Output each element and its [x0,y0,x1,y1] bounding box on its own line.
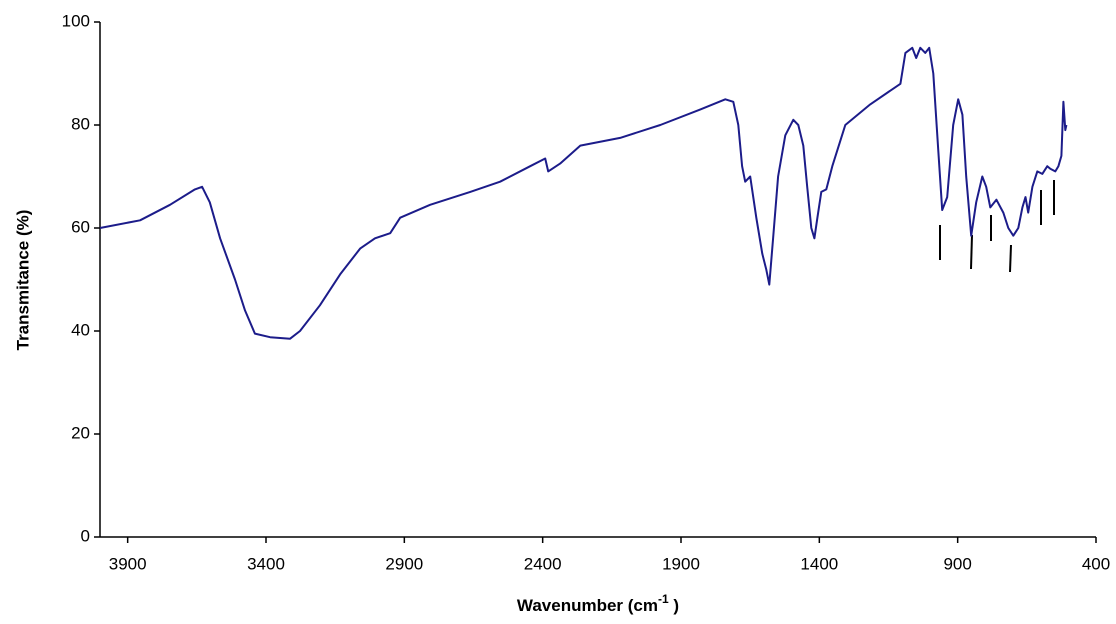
y-tick-label: 40 [71,320,90,339]
x-tick-label: 3900 [109,554,147,573]
y-axis-label: Transmitance (%) [13,210,32,351]
y-tick-label: 60 [71,217,90,236]
x-tick-label: 400 [1082,554,1110,573]
x-axis-label: Wavenumber (cm-1 ) [517,592,679,615]
x-tick-label: 2900 [385,554,423,573]
x-tick-label: 2400 [524,554,562,573]
y-tick-label: 20 [71,423,90,442]
peak-markers [939,180,1055,273]
peak-marker [1009,244,1012,273]
y-tick-label: 80 [71,114,90,133]
y-tick-label: 100 [62,11,90,30]
x-tick-label: 900 [943,554,971,573]
peak-marker [970,234,973,270]
x-axis-label-tail: ) [669,596,679,615]
x-tick-label: 3400 [247,554,285,573]
spectrum-line [99,46,1068,340]
y-tick-label: 0 [81,526,90,545]
x-tick-label: 1900 [662,554,700,573]
x-axis-label-text: Wavenumber (cm [517,596,658,615]
x-tick-label: 1400 [800,554,838,573]
x-axis-label-sup: -1 [658,592,669,606]
